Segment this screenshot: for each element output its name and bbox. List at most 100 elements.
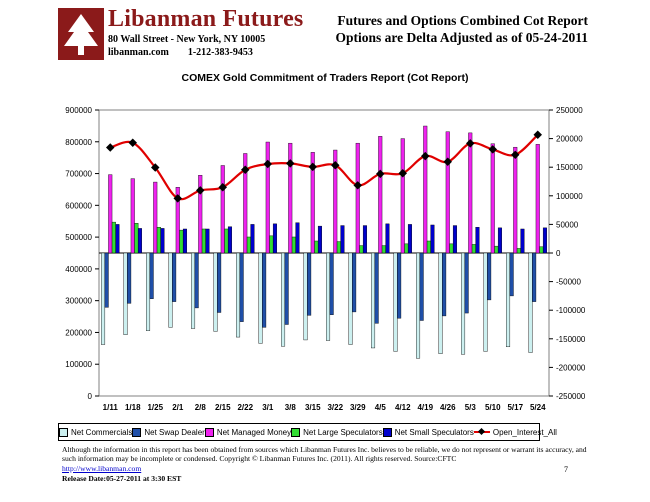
bar-net-swap-dealer [172, 252, 177, 302]
chart-title: COMEX Gold Commitment of Traders Report … [181, 72, 469, 84]
bar-net-large-speculators [201, 228, 206, 254]
bar-net-small-speculators [452, 225, 457, 254]
legend-swatch [132, 427, 142, 437]
left-axis-tick-label: 100000 [65, 360, 92, 369]
bar-net-swap-dealer [217, 252, 222, 313]
bar-net-commercials [483, 252, 488, 352]
bar-net-small-speculators [205, 228, 210, 254]
footer-link[interactable]: http://www.libanman.com [62, 464, 142, 473]
bar-net-swap-dealer [307, 252, 312, 316]
bar-net-swap-dealer [532, 252, 537, 302]
x-axis-tick-label: 1/25 [147, 403, 163, 412]
point-open-interest [443, 157, 452, 167]
right-axis-tick-label: -150000 [556, 335, 586, 344]
legend-net-swap-dealer: Net Swap Dealer [132, 427, 205, 437]
release-date: Release Date:05-27-2011 at 3:30 EST [62, 474, 182, 483]
bar-net-large-speculators [291, 236, 296, 254]
point-open-interest [218, 182, 227, 192]
brand-website[interactable]: libanman.com [108, 47, 169, 58]
bar-net-swap-dealer [262, 252, 267, 328]
bar-net-managed-money [288, 142, 293, 254]
bar-net-large-speculators [156, 227, 161, 254]
bar-net-swap-dealer [464, 252, 469, 314]
bar-net-large-speculators [246, 236, 251, 254]
left-axis-tick-label: 0 [88, 392, 93, 401]
bar-net-managed-money [445, 131, 450, 254]
bar-net-commercials [348, 252, 353, 345]
bar-net-managed-money [220, 165, 225, 254]
brand-contact: libanman.com 1-212-383-9453 [108, 47, 253, 58]
point-open-interest [376, 169, 385, 179]
bar-net-large-speculators [359, 245, 364, 254]
bar-net-managed-money [423, 125, 428, 254]
point-open-interest [241, 165, 250, 174]
chart-legend: Net Commercials Net Swap Dealer Net Mana… [58, 423, 557, 441]
bar-net-commercials [258, 252, 263, 344]
bar-net-managed-money [198, 175, 203, 254]
x-axis-tick-label: 3/29 [350, 403, 366, 412]
left-axis-tick-label: 200000 [65, 328, 92, 337]
legend-label: Net Swap Dealer [144, 427, 205, 437]
bar-net-swap-dealer [487, 252, 492, 301]
bar-net-commercials [236, 252, 241, 338]
bar-net-commercials [393, 252, 398, 352]
right-axis-tick-label: 150000 [556, 163, 583, 172]
x-axis-tick-label: 4/12 [395, 403, 411, 412]
bar-net-large-speculators [381, 245, 386, 254]
bar-net-large-speculators [111, 221, 116, 254]
bar-net-small-speculators [362, 225, 367, 254]
point-open-interest [196, 186, 205, 195]
left-axis-tick-label: 300000 [65, 297, 92, 306]
bar-net-large-speculators [224, 228, 229, 254]
bar-net-large-speculators [449, 243, 454, 254]
x-axis-tick-label: 4/26 [440, 403, 456, 412]
left-axis-tick-label: 900000 [65, 106, 92, 115]
bar-net-large-speculators [516, 248, 521, 254]
bar-net-large-speculators [179, 229, 184, 254]
bar-net-small-speculators [115, 224, 120, 254]
point-open-interest [488, 145, 497, 154]
x-axis-tick-label: 2/8 [195, 403, 207, 412]
bar-net-commercials [146, 252, 151, 331]
bar-net-large-speculators [426, 240, 431, 254]
disclaimer: Although the information in this report … [62, 445, 587, 463]
tree-icon [64, 14, 98, 55]
point-open-interest [128, 138, 137, 147]
bar-net-managed-money [310, 152, 315, 254]
legend-line-swatch [473, 428, 490, 436]
bar-net-large-speculators [539, 246, 544, 254]
x-axis-tick-label: 5/17 [507, 403, 523, 412]
bar-net-swap-dealer [239, 252, 244, 322]
bar-net-managed-money [513, 146, 518, 254]
point-open-interest [466, 139, 475, 148]
legend-swatch [204, 427, 214, 437]
point-open-interest [308, 162, 317, 172]
point-open-interest [398, 168, 407, 178]
bar-net-managed-money [175, 187, 180, 254]
bar-net-swap-dealer [149, 252, 154, 299]
right-axis-tick-label: -200000 [556, 363, 586, 372]
x-axis-tick-label: 2/22 [237, 403, 253, 412]
bar-net-commercials [123, 252, 128, 335]
bar-net-managed-money [468, 132, 473, 254]
bar-net-small-speculators [542, 227, 547, 254]
brand-logo [58, 8, 104, 60]
report-title-line1: Futures and Options Combined Cot Report [337, 13, 588, 28]
bar-net-large-speculators [404, 243, 409, 254]
left-axis-tick-label: 500000 [65, 233, 92, 242]
bar-net-commercials [528, 252, 533, 353]
right-axis-tick-label: 50000 [556, 220, 579, 229]
legend-label: Net Small Speculators [394, 427, 474, 437]
bar-net-small-speculators [430, 224, 435, 254]
bar-net-commercials [438, 252, 443, 354]
legend-swatch [382, 427, 392, 437]
x-axis-tick-label: 3/1 [262, 403, 274, 412]
bar-net-managed-money [400, 138, 405, 254]
bar-net-small-speculators [250, 224, 255, 254]
bar-net-small-speculators [407, 224, 412, 254]
legend-swatch [291, 427, 301, 437]
point-open-interest [286, 159, 295, 168]
right-axis-tick-label: -100000 [556, 306, 586, 315]
bar-net-large-speculators [314, 240, 319, 254]
brand-phone: 1-212-383-9453 [187, 47, 253, 58]
